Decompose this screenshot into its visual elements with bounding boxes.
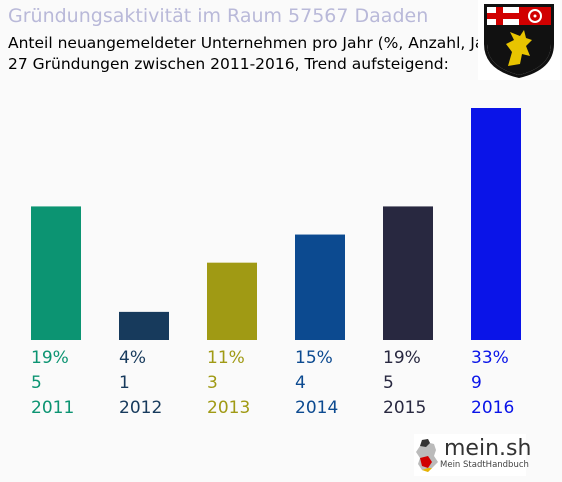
- count-label: 4: [295, 373, 306, 393]
- year-label: 2016: [471, 398, 515, 418]
- count-label: 5: [383, 373, 394, 393]
- coat-of-arms-icon: [478, 0, 560, 80]
- year-label: 2015: [383, 398, 427, 418]
- mein-sh-logo[interactable]: mein.sh Mein StadtHandbuch: [414, 434, 531, 476]
- chart-subtitle: Anteil neuangemeldeter Unternehmen pro J…: [8, 34, 507, 52]
- percent-label: 19%: [31, 348, 69, 368]
- year-label: 2014: [295, 398, 339, 418]
- percent-label: 4%: [119, 348, 146, 368]
- percent-label: 33%: [471, 348, 509, 368]
- percent-label: 15%: [295, 348, 333, 368]
- chart-summary: 27 Gründungen zwischen 2011-2016, Trend …: [8, 55, 449, 73]
- bar-2016: [471, 108, 521, 340]
- year-label: 2012: [119, 398, 163, 418]
- bar-2011: [31, 206, 81, 340]
- year-label: 2011: [31, 398, 75, 418]
- count-label: 1: [119, 373, 130, 393]
- count-label: 5: [31, 373, 42, 393]
- germany-map-icon: [416, 439, 438, 472]
- year-label: 2013: [207, 398, 251, 418]
- bar-2012: [119, 311, 169, 340]
- chart-title: Gründungsaktivität im Raum 57567 Daaden: [8, 5, 429, 27]
- bar-2013: [207, 262, 257, 340]
- bar-2015: [383, 206, 433, 340]
- count-label: 3: [207, 373, 218, 393]
- count-label: 9: [471, 373, 482, 393]
- percent-label: 19%: [383, 348, 421, 368]
- logo-name: mein.sh: [444, 436, 532, 461]
- logo-tagline: Mein StadtHandbuch: [440, 460, 529, 470]
- bar-2014: [295, 234, 345, 340]
- percent-label: 11%: [207, 348, 245, 368]
